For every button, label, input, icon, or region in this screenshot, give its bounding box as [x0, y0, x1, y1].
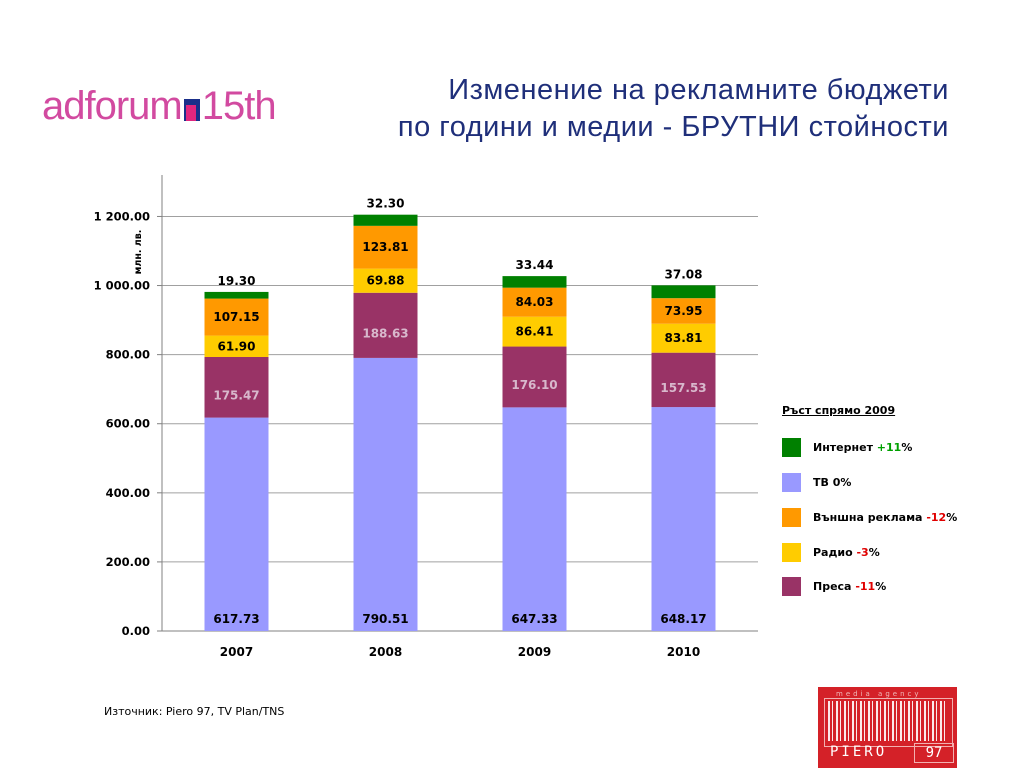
x-tick-label: 2007 — [220, 645, 253, 659]
logo-text-left: adforum — [42, 84, 183, 128]
piero-97-logo: media agency PIERO 97 — [818, 687, 957, 768]
legend-change-value: -3 — [856, 545, 869, 559]
y-tick-label: 200.00 — [106, 555, 150, 569]
y-axis-label: млн. лв. — [133, 230, 144, 275]
data-label: 86.41 — [516, 325, 554, 339]
legend-percent-sign: % — [868, 545, 880, 559]
data-label: 790.51 — [362, 612, 408, 626]
barcode-frame — [824, 698, 953, 747]
bar-segment — [204, 291, 269, 299]
data-label: 617.73 — [213, 612, 259, 626]
x-tick-label: 2008 — [369, 645, 402, 659]
data-label: 19.30 — [218, 274, 256, 288]
legend-change-value: 0 — [832, 475, 841, 489]
legend-swatch — [782, 576, 801, 596]
legend-percent-sign: % — [840, 475, 852, 489]
legend-change-value: -12 — [926, 510, 947, 524]
data-label: 33.44 — [516, 258, 554, 272]
legend-swatch — [782, 507, 801, 527]
bar-segment — [353, 357, 418, 631]
legend-percent-sign: % — [946, 510, 958, 524]
bar-segment — [353, 225, 418, 269]
legend-item: Интернет +11% — [782, 436, 912, 458]
bar-segment — [353, 292, 418, 358]
bar-segment — [204, 417, 269, 631]
legend-series-name: Външна реклама — [813, 510, 927, 524]
page-title: Изменение на рекламните бюджети по годин… — [398, 72, 949, 146]
y-tick-label: 800.00 — [106, 348, 150, 362]
data-label: 157.53 — [660, 381, 706, 395]
y-tick-label: 600.00 — [106, 417, 150, 431]
legend-label: ТВ 0% — [813, 476, 851, 489]
bar-segment — [502, 407, 567, 631]
legend-percent-sign: % — [875, 579, 887, 593]
logo-square-icon — [183, 99, 200, 121]
data-label: 83.81 — [665, 331, 703, 345]
legend-series-name: Радио — [813, 545, 857, 559]
y-tick-label: 1 200.00 — [94, 209, 150, 223]
bar-segment — [651, 285, 716, 299]
data-label: 73.95 — [665, 304, 703, 318]
x-tick-label: 2010 — [667, 645, 700, 659]
data-label: 107.15 — [213, 310, 259, 324]
legend-label: Радио -3% — [813, 546, 880, 559]
bar-segment — [353, 214, 418, 226]
legend-swatch — [782, 437, 801, 457]
brand-number: 97 — [914, 743, 954, 763]
brand-tagline: media agency — [836, 690, 922, 698]
legend-label: Външна реклама -12% — [813, 511, 957, 524]
data-label: 647.33 — [511, 612, 557, 626]
barcode-icon — [828, 701, 946, 741]
data-label: 648.17 — [660, 612, 706, 626]
legend-swatch — [782, 542, 801, 562]
legend-label: Преса -11% — [813, 580, 886, 593]
legend-title: Ръст спрямо 2009 — [782, 404, 896, 417]
data-label: 61.90 — [218, 339, 256, 353]
data-label: 84.03 — [516, 295, 554, 309]
logo-text-right: 15th — [201, 84, 277, 128]
bar-segment — [502, 316, 567, 347]
bar-segment — [502, 276, 567, 288]
chart-legend: Ръст спрямо 2009 Интернет +11% ТВ 0% Външн… — [782, 404, 957, 596]
bar-segment — [353, 268, 418, 293]
bar-segment — [204, 298, 269, 336]
data-label: 69.88 — [367, 274, 405, 288]
legend-series-name: Интернет — [813, 440, 877, 454]
legend-change-value: -11 — [855, 579, 876, 593]
bar-segment — [651, 407, 716, 631]
bar-segment — [502, 346, 567, 408]
data-label: 37.08 — [665, 267, 703, 281]
y-tick-label: 1 000.00 — [94, 279, 150, 293]
y-tick-label: 0.00 — [122, 624, 150, 638]
data-label: 123.81 — [362, 240, 408, 254]
source-note: Източник: Piero 97, TV Plan/TNS — [104, 705, 285, 718]
title-line-2: по години и медии - БРУТНИ стойности — [397, 111, 949, 143]
title-line-1: Изменение на рекламните бюджети — [448, 74, 949, 106]
bar-segment — [204, 356, 269, 418]
legend-series-name: ТВ — [813, 475, 833, 489]
data-label: 176.10 — [511, 378, 557, 392]
legend-label: Интернет +11% — [813, 441, 912, 454]
data-label: 188.63 — [362, 326, 408, 340]
legend-percent-sign: % — [901, 440, 913, 454]
bar-segment — [502, 287, 567, 317]
legend-item: Преса -11% — [782, 575, 886, 597]
legend-swatch — [782, 472, 801, 492]
x-tick-label: 2009 — [518, 645, 551, 659]
y-tick-label: 400.00 — [106, 486, 150, 500]
bar-segment — [651, 298, 716, 324]
bar-segment — [651, 323, 716, 353]
bar-segment — [651, 352, 716, 408]
data-label: 175.47 — [213, 388, 259, 402]
legend-series-name: Преса — [813, 579, 856, 593]
legend-item: Външна реклама -12% — [782, 506, 957, 528]
legend-item: Радио -3% — [782, 541, 880, 563]
data-label: 32.30 — [367, 197, 405, 211]
legend-change-value: +11 — [876, 440, 902, 454]
brand-name: PIERO — [830, 744, 888, 760]
legend-item: ТВ 0% — [782, 471, 851, 493]
bar-segment — [204, 335, 269, 357]
adforum-logo: adforum 15th — [42, 84, 277, 128]
